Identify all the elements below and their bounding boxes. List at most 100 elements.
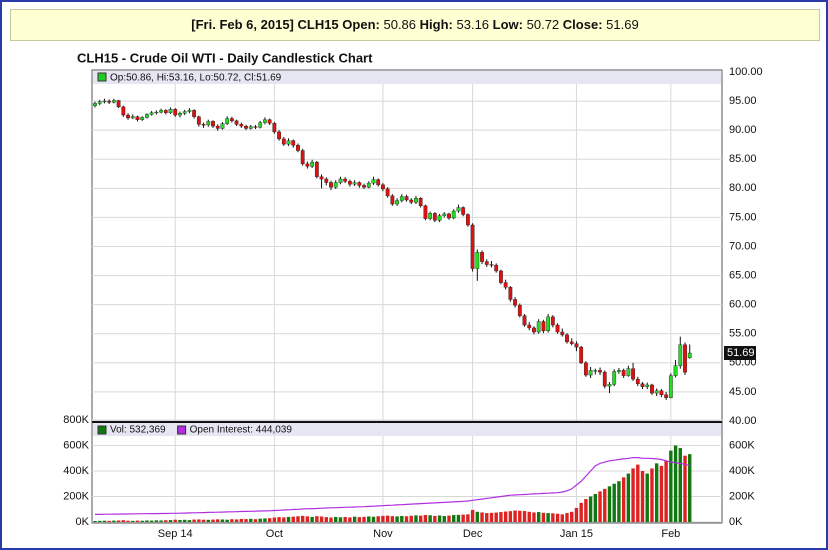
candle-body: [513, 299, 517, 306]
candle-body: [640, 383, 645, 387]
legend-text: Vol: 532,369: [110, 425, 166, 436]
candle-body: [555, 324, 560, 333]
candle-body: [451, 210, 456, 219]
volume-bar: [300, 515, 305, 522]
candle-body: [173, 109, 178, 116]
candle-body: [248, 126, 253, 129]
volume-bar: [437, 515, 442, 522]
candle-body: [272, 122, 277, 133]
x-tick-label: Nov: [373, 528, 393, 540]
candle-body: [116, 100, 121, 108]
candle-body: [626, 368, 631, 376]
candle-body: [329, 182, 333, 188]
volume-bar: [395, 516, 399, 522]
volume-bar: [234, 519, 239, 522]
volume-bar: [461, 514, 465, 522]
candle-body: [102, 100, 107, 103]
volume-bar: [239, 518, 244, 522]
volume-bar: [541, 512, 546, 522]
volume-bar: [546, 513, 550, 522]
open-interest-line: [95, 457, 690, 515]
x-tick-label: Feb: [661, 528, 680, 540]
volume-bar: [508, 511, 513, 522]
volume-bar: [211, 519, 215, 522]
volume-bar: [230, 519, 234, 522]
volume-bar: [98, 520, 102, 522]
candle-body: [654, 390, 659, 394]
volume-bar: [263, 518, 267, 522]
y-tick-label: 70.00: [729, 240, 757, 252]
candle-body: [593, 370, 598, 372]
volume-bar: [121, 520, 126, 522]
candle-body: [140, 117, 145, 120]
candle-body: [154, 111, 159, 114]
candle-body: [357, 182, 362, 186]
last-price-label: 51.69: [727, 347, 755, 359]
candle-body: [484, 261, 489, 265]
candle-body: [286, 140, 291, 145]
legend-swatch: [97, 72, 107, 82]
candle-body: [437, 215, 442, 221]
volume-bar: [584, 499, 588, 522]
candle-body: [579, 346, 584, 364]
candle-body: [130, 116, 135, 119]
volume-bar: [216, 519, 220, 522]
field-label: Close:: [562, 17, 603, 32]
candle-body: [159, 110, 163, 113]
volume-bar: [499, 512, 503, 522]
volume-bar: [503, 511, 508, 522]
volume-bar: [683, 455, 687, 522]
candle-body: [371, 179, 376, 184]
candle-body: [456, 207, 461, 212]
candle-body: [522, 315, 527, 326]
candle-body: [366, 182, 371, 188]
candle-body: [565, 334, 569, 343]
volume-bar: [343, 517, 347, 522]
candle-body: [499, 270, 503, 283]
candle-body: [220, 123, 225, 129]
volume-bar: [93, 520, 97, 522]
volume-bar: [574, 507, 579, 522]
volume-bar: [612, 483, 616, 522]
candle-body: [673, 365, 678, 376]
candle-body: [414, 198, 418, 203]
plot-frame: [91, 69, 723, 524]
candle-body: [319, 176, 324, 180]
candle-body: [229, 118, 234, 122]
candle-body: [494, 264, 499, 272]
volume-bar: [485, 513, 489, 522]
volume-bar: [669, 450, 673, 522]
volume-bar: [480, 512, 484, 522]
volume-bar: [400, 516, 404, 522]
volume-bar: [404, 516, 409, 522]
volume-bar: [536, 512, 541, 522]
volume-bar: [390, 516, 395, 522]
volume-bar: [518, 510, 522, 522]
candle-body: [215, 125, 220, 129]
candle-body: [343, 178, 348, 182]
candle-body: [621, 370, 626, 376]
volume-bar: [423, 514, 428, 522]
volume-bar: [159, 520, 163, 522]
volume-bar: [456, 514, 461, 522]
candle-body: [465, 214, 470, 226]
candle-body: [645, 384, 650, 387]
candle-body: [291, 140, 296, 146]
y-tick-label: 90.00: [729, 124, 757, 136]
x-tick-label: Dec: [463, 528, 483, 540]
y-tick-label: 100.00: [729, 66, 763, 78]
candle-body: [560, 331, 565, 336]
header-title: [Fri. Feb 6, 2015] CLH15: [191, 17, 339, 32]
volume-bar: [277, 517, 281, 522]
y2-tick-label: 400K: [729, 465, 755, 477]
volume-bar: [428, 515, 432, 522]
volume-bar: [305, 516, 310, 522]
volume-bar: [371, 516, 376, 522]
volume-bar: [315, 516, 319, 522]
volume-bar: [466, 514, 470, 522]
volume-bar: [112, 520, 116, 522]
volume-bar: [131, 520, 135, 522]
candle-body: [461, 207, 466, 215]
candle-body: [423, 205, 428, 219]
